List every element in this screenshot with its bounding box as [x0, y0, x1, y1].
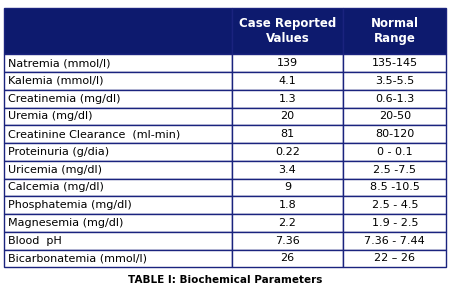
- Bar: [4, 161, 232, 178]
- Text: Proteinuria (g/dia): Proteinuria (g/dia): [8, 147, 109, 157]
- Text: 1.8: 1.8: [279, 200, 296, 210]
- Text: 81: 81: [280, 129, 294, 139]
- Bar: [232, 72, 343, 90]
- Text: 20: 20: [280, 111, 294, 121]
- Text: 7.36 - 7.44: 7.36 - 7.44: [364, 236, 425, 246]
- Bar: [4, 54, 232, 72]
- Bar: [4, 8, 232, 54]
- Bar: [4, 214, 232, 232]
- Bar: [4, 196, 232, 214]
- Bar: [4, 178, 232, 196]
- Text: Creatinine Clearance  (ml-min): Creatinine Clearance (ml-min): [8, 129, 180, 139]
- Text: 3.4: 3.4: [279, 165, 296, 175]
- Bar: [232, 8, 343, 54]
- Bar: [343, 161, 446, 178]
- Bar: [4, 249, 232, 267]
- Text: 139: 139: [277, 58, 298, 68]
- Text: 2.5 - 4.5: 2.5 - 4.5: [372, 200, 418, 210]
- Bar: [4, 143, 232, 161]
- Bar: [232, 125, 343, 143]
- Bar: [343, 196, 446, 214]
- Bar: [232, 90, 343, 108]
- Bar: [4, 125, 232, 143]
- Text: Case Reported
Values: Case Reported Values: [239, 17, 336, 45]
- Bar: [232, 249, 343, 267]
- Text: Uricemia (mg/dl): Uricemia (mg/dl): [8, 165, 102, 175]
- Text: 0.22: 0.22: [275, 147, 300, 157]
- Bar: [343, 54, 446, 72]
- Bar: [343, 232, 446, 249]
- Text: Creatinemia (mg/dl): Creatinemia (mg/dl): [8, 94, 121, 104]
- Bar: [232, 108, 343, 125]
- Text: 0 - 0.1: 0 - 0.1: [377, 147, 413, 157]
- Text: Uremia (mg/dl): Uremia (mg/dl): [8, 111, 93, 121]
- Text: Phosphatemia (mg/dl): Phosphatemia (mg/dl): [8, 200, 132, 210]
- Text: 2.5 -7.5: 2.5 -7.5: [374, 165, 416, 175]
- Bar: [343, 72, 446, 90]
- Text: 26: 26: [280, 253, 294, 263]
- Bar: [4, 90, 232, 108]
- Text: 7.36: 7.36: [275, 236, 300, 246]
- Text: 1.9 - 2.5: 1.9 - 2.5: [372, 218, 418, 228]
- Bar: [4, 108, 232, 125]
- Text: 1.3: 1.3: [279, 94, 296, 104]
- Bar: [232, 232, 343, 249]
- Text: Bicarbonatemia (mmol/l): Bicarbonatemia (mmol/l): [8, 253, 147, 263]
- Bar: [232, 196, 343, 214]
- Text: Calcemia (mg/dl): Calcemia (mg/dl): [8, 182, 104, 192]
- Bar: [343, 90, 446, 108]
- Text: 80-120: 80-120: [375, 129, 414, 139]
- Bar: [232, 54, 343, 72]
- Text: 3.5-5.5: 3.5-5.5: [375, 76, 414, 86]
- Bar: [343, 178, 446, 196]
- Text: 8.5 -10.5: 8.5 -10.5: [370, 182, 420, 192]
- Text: Magnesemia (mg/dl): Magnesemia (mg/dl): [8, 218, 123, 228]
- Bar: [343, 214, 446, 232]
- Bar: [4, 72, 232, 90]
- Bar: [343, 108, 446, 125]
- Text: 22 – 26: 22 – 26: [374, 253, 415, 263]
- Text: Kalemia (mmol/l): Kalemia (mmol/l): [8, 76, 104, 86]
- Text: 4.1: 4.1: [279, 76, 296, 86]
- Bar: [343, 125, 446, 143]
- Text: TABLE I: Biochemical Parameters: TABLE I: Biochemical Parameters: [128, 275, 322, 285]
- Bar: [232, 214, 343, 232]
- Text: 9: 9: [284, 182, 291, 192]
- Text: Blood  pH: Blood pH: [8, 236, 62, 246]
- Text: 0.6-1.3: 0.6-1.3: [375, 94, 414, 104]
- Bar: [232, 161, 343, 178]
- Text: 2.2: 2.2: [279, 218, 297, 228]
- Bar: [343, 249, 446, 267]
- Bar: [232, 143, 343, 161]
- Bar: [232, 178, 343, 196]
- Text: Natremia (mmol/l): Natremia (mmol/l): [8, 58, 111, 68]
- Text: 20-50: 20-50: [379, 111, 411, 121]
- Text: 135-145: 135-145: [372, 58, 418, 68]
- Bar: [343, 143, 446, 161]
- Bar: [343, 8, 446, 54]
- Bar: [4, 232, 232, 249]
- Text: Normal
Range: Normal Range: [371, 17, 419, 45]
